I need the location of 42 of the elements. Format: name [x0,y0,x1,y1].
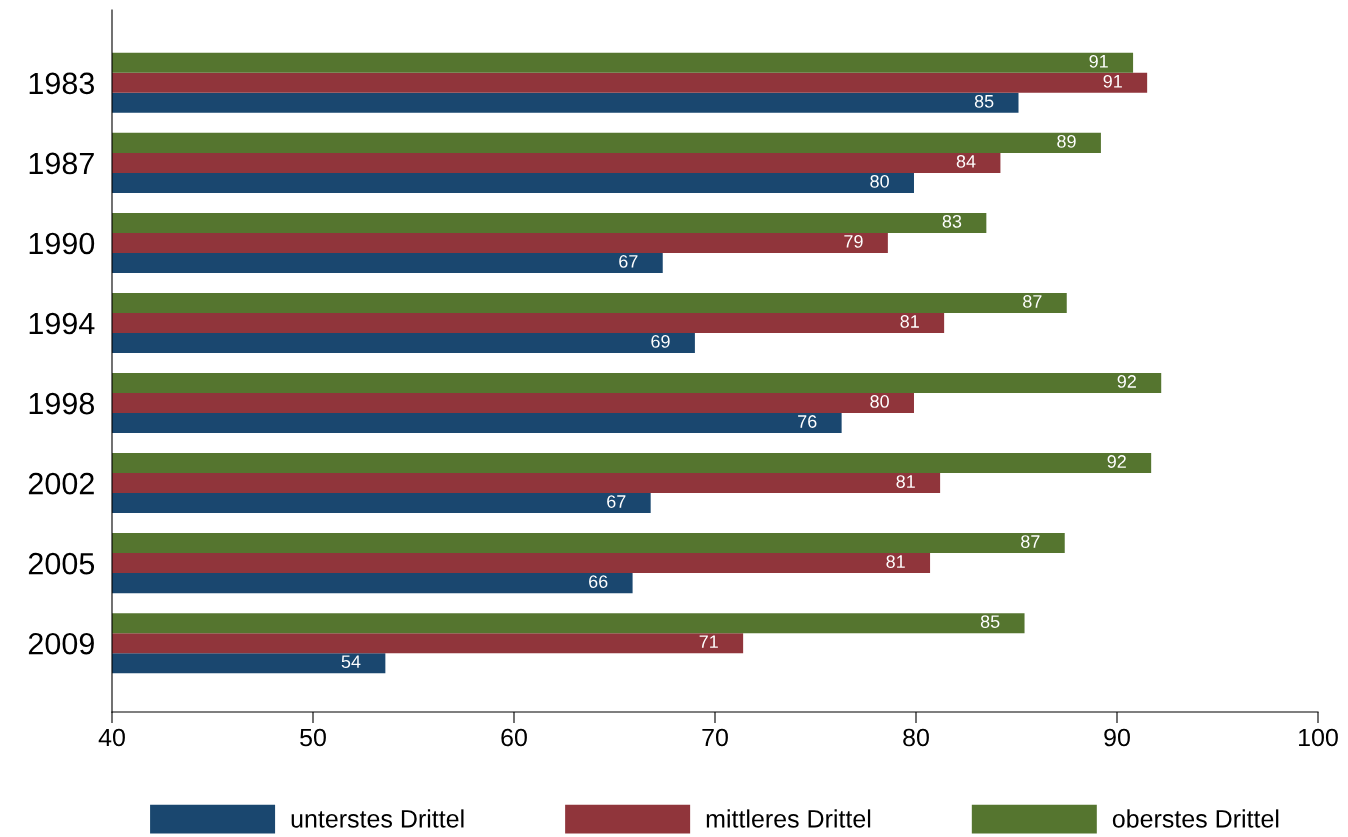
data-label: 91 [1103,74,1122,88]
x-tick-label: 60 [501,728,527,747]
data-label: 81 [886,555,905,568]
x-tick-label: 70 [702,728,728,747]
data-label: 92 [1117,375,1136,388]
data-label: 81 [896,475,915,488]
x-tick-label: 80 [903,728,929,747]
legend-label: mittleres Drittel [706,809,871,828]
legend-label: unterstes Drittel [291,809,464,828]
data-label: 67 [619,255,638,268]
legend-label: oberstes Drittel [1112,809,1279,828]
data-label: 79 [844,234,863,248]
y-tick-label: 1998 [29,392,95,415]
x-tick-label: 40 [98,728,125,747]
data-label: 76 [798,415,817,428]
y-tick-label: 1990 [29,232,95,255]
y-tick-label: 1983 [29,72,94,95]
data-label: 69 [651,335,670,348]
x-tick-label: 100 [1299,728,1338,747]
data-label: 85 [974,94,994,108]
data-label: 85 [980,615,1000,628]
data-label: 91 [1089,54,1108,68]
data-label: 87 [1023,295,1042,308]
data-label: 81 [900,315,919,328]
data-label: 87 [1021,535,1040,548]
y-tick-label: 1987 [29,152,94,175]
data-label: 92 [1107,455,1126,468]
y-tick-label: 1994 [29,312,95,335]
data-label: 84 [956,154,976,168]
y-tick-label: 2002 [28,472,94,495]
data-label: 71 [699,635,718,648]
x-tick-label: 90 [1104,728,1130,747]
data-label: 66 [589,575,608,588]
data-label: 67 [607,495,626,508]
data-label: 89 [1057,134,1076,148]
data-label: 80 [870,395,889,408]
y-tick-label: 2009 [28,632,94,655]
x-tick-label: 50 [300,728,326,747]
data-label: 80 [870,174,889,188]
data-label: 83 [942,214,962,228]
y-tick-label: 2005 [28,552,95,575]
data-label: 54 [341,655,361,669]
